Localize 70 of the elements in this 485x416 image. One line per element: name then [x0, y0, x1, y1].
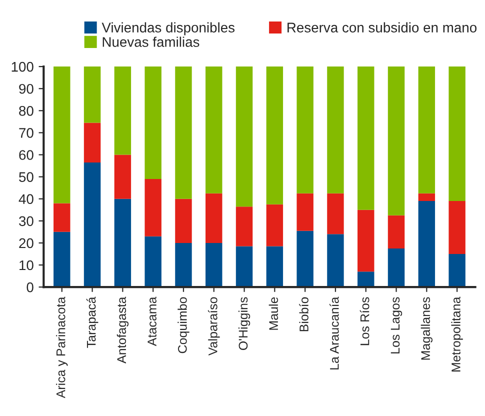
- y-tick-label: 60: [19, 150, 34, 160]
- bar: [84, 122, 101, 162]
- bar: [448, 201, 466, 254]
- bar: [84, 162, 101, 288]
- bar: [388, 215, 405, 248]
- x-tick-label: O'Higgins: [238, 297, 250, 350]
- y-tick-label: 20: [19, 238, 34, 248]
- bar: [236, 246, 253, 288]
- bar: [236, 66, 253, 207]
- bar: [296, 230, 314, 288]
- x-tick-label: Metropolitana: [451, 296, 463, 372]
- bar: [54, 203, 70, 232]
- bar: [327, 193, 344, 234]
- x-tick-label: Antofagasta: [116, 296, 129, 364]
- bar: [448, 254, 466, 288]
- bar: [388, 66, 405, 216]
- bar: [206, 193, 222, 243]
- bar: [418, 201, 436, 288]
- legend-label: Nuevas familias: [102, 36, 200, 47]
- x-tick-label: Coquimbo: [178, 297, 190, 354]
- bar: [84, 66, 101, 123]
- bar: [114, 154, 132, 199]
- x-tick-label: Biobío: [299, 297, 308, 332]
- bar: [175, 242, 192, 288]
- x-tick-label: Los Ríos: [360, 297, 370, 346]
- y-tick-label: 90: [19, 84, 34, 94]
- y-tick-label: 40: [18, 194, 34, 204]
- y-tick-label: 80: [19, 106, 34, 116]
- bar: [175, 66, 192, 199]
- y-tick-label: 70: [19, 128, 34, 138]
- bar: [448, 66, 466, 202]
- bar: [388, 248, 405, 288]
- x-tick-label: Valparaíso: [208, 297, 220, 356]
- bar: [144, 179, 162, 236]
- bar: [54, 232, 70, 288]
- bar: [327, 234, 344, 288]
- x-tick-label: Los Lagos: [390, 297, 402, 354]
- bar: [266, 204, 284, 246]
- x-tick-label: Atacama: [148, 296, 156, 346]
- x-tick-label: Arica y Parinacota: [56, 296, 68, 398]
- x-tick-label: Magallanes: [420, 297, 432, 360]
- y-tick-label: 0: [26, 282, 34, 292]
- bar: [418, 66, 436, 194]
- bar: [266, 246, 284, 288]
- y-tick-label: 50: [19, 172, 34, 182]
- y-tick-label: 100: [12, 62, 34, 72]
- bar: [144, 236, 162, 288]
- bar: [54, 66, 70, 204]
- bar: [236, 206, 253, 246]
- bar: [114, 198, 132, 288]
- y-tick-label: 10: [20, 260, 34, 270]
- bar: [175, 198, 192, 243]
- bar: [358, 66, 374, 210]
- bar: [358, 272, 374, 288]
- bar: [206, 66, 222, 194]
- bar: [114, 66, 132, 155]
- y-tick-label: 30: [19, 216, 34, 226]
- legend-label: Reserva con subsidio en mano: [288, 22, 477, 32]
- bar: [266, 66, 284, 204]
- x-tick-label: Maule: [268, 297, 278, 330]
- bar: [358, 210, 374, 272]
- bar: [327, 66, 344, 194]
- bar: [296, 193, 314, 231]
- bar: [296, 66, 314, 194]
- bar: [144, 66, 162, 180]
- x-tick-label: Tarapacá: [86, 296, 98, 348]
- legend-label: Viviendas disponibles: [102, 22, 235, 36]
- bar: [418, 193, 436, 202]
- x-tick-label: La Araucanía: [329, 296, 339, 370]
- bar: [206, 242, 222, 288]
